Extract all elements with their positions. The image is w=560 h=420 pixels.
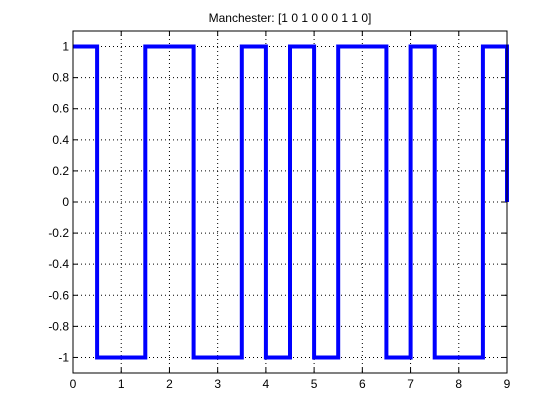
chart-title: Manchester: [1 0 1 0 0 0 1 1 0] [209, 11, 372, 25]
x-tick-label: 5 [311, 377, 318, 391]
x-tick-label: 7 [407, 377, 414, 391]
y-tick-label: -0.8 [48, 319, 69, 333]
x-tick-label: 3 [214, 377, 221, 391]
y-tick-label: -1 [58, 350, 69, 364]
x-tick-labels: 0 1 2 3 4 5 6 7 8 9 [70, 377, 511, 391]
x-tick-label: 1 [118, 377, 125, 391]
y-tick-label: 0.6 [52, 102, 69, 116]
x-tick-label: 0 [70, 377, 77, 391]
y-tick-label: 0.2 [52, 164, 69, 178]
x-tick-label: 4 [263, 377, 270, 391]
y-tick-label: -0.6 [48, 288, 69, 302]
x-tick-label: 6 [359, 377, 366, 391]
plot-area-frame [72, 30, 508, 374]
x-tick-label: 8 [455, 377, 462, 391]
x-tick-label: 9 [504, 377, 511, 391]
y-tick-labels: 1 0.8 0.6 0.4 0.2 0 -0.2 -0.4 -0.6 -0.8 -1 [48, 40, 69, 365]
y-tick-label: 0 [62, 195, 69, 209]
manchester-signal-line [73, 44, 509, 360]
y-tick-label: -0.4 [48, 257, 69, 271]
y-tick-label: 0.4 [52, 133, 69, 147]
y-tick-label: 1 [62, 40, 69, 54]
y-tick-label: 0.8 [52, 71, 69, 85]
x-tick-label: 2 [166, 377, 173, 391]
series-layer [73, 44, 509, 360]
y-tick-label: -0.2 [48, 226, 69, 240]
